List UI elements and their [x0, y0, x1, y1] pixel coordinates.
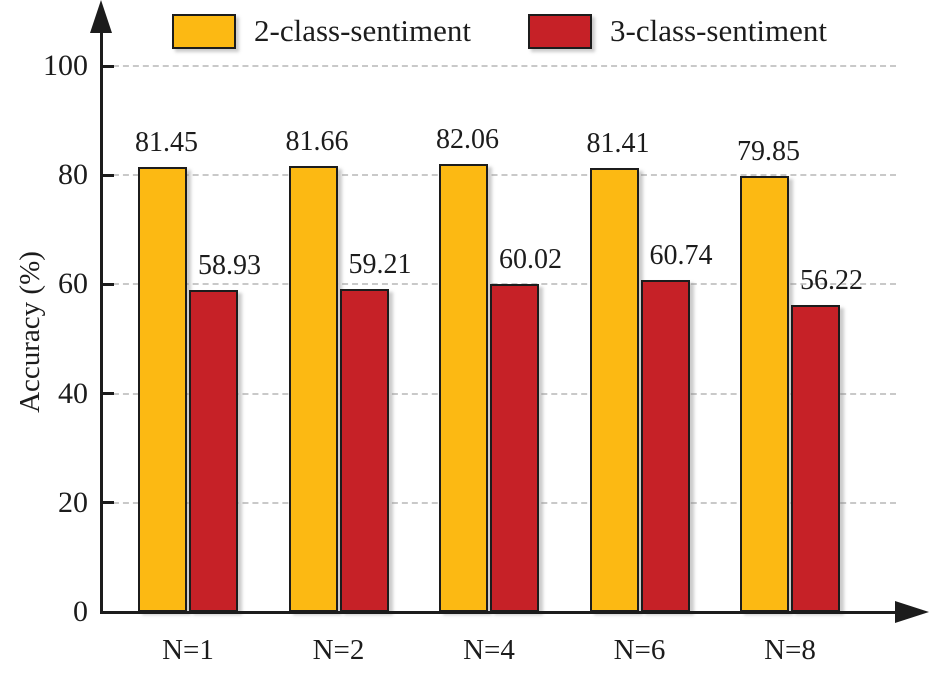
y-tick-100 — [101, 64, 114, 68]
y-tick-label-60: 60 — [58, 267, 88, 301]
value-label-2-class-sentiment-N=4: 82.06 — [436, 123, 499, 155]
value-label-2-class-sentiment-N=1: 81.45 — [135, 127, 198, 159]
value-label-3-class-sentiment-N=4: 60.02 — [499, 244, 562, 276]
x-axis-arrow-icon — [895, 601, 929, 623]
x-tick-label-N=4: N=4 — [463, 634, 515, 666]
legend-label-3-class-sentiment: 3-class-sentiment — [610, 13, 827, 48]
y-tick-label-80: 80 — [58, 158, 88, 192]
legend-label-2-class-sentiment: 2-class-sentiment — [254, 13, 471, 48]
bar-3-class-sentiment-N=8 — [791, 305, 840, 612]
bar-3-class-sentiment-N=6 — [640, 280, 690, 612]
value-label-2-class-sentiment-N=6: 81.41 — [586, 127, 650, 159]
y-tick-label-0: 0 — [73, 595, 88, 628]
x-tick-label-N=6: N=6 — [613, 634, 666, 666]
x-tick-label-N=1: N=1 — [162, 634, 214, 666]
bar-2-class-sentiment-N=4 — [439, 163, 488, 612]
y-tick-80 — [101, 173, 114, 177]
y-tick-label-100: 100 — [43, 49, 88, 82]
x-tick-label-N=2: N=2 — [312, 634, 365, 666]
legend-swatch-2-class-sentiment — [172, 13, 236, 49]
value-label-2-class-sentiment-N=2: 81.66 — [285, 126, 349, 158]
y-axis-line — [99, 26, 103, 614]
bar-3-class-sentiment-N=4 — [490, 284, 539, 612]
y-tick-label-40: 40 — [58, 376, 88, 410]
bar-2-class-sentiment-N=8 — [740, 176, 789, 612]
y-tick-20 — [101, 501, 114, 505]
y-tick-60 — [101, 282, 114, 286]
gridline-80 — [103, 174, 896, 177]
bar-2-class-sentiment-N=2 — [288, 166, 338, 612]
x-axis-line — [99, 610, 900, 614]
legend-item-3-class-sentiment: 3-class-sentiment — [528, 11, 827, 51]
y-tick-label-20: 20 — [58, 485, 88, 519]
bar-3-class-sentiment-N=1 — [189, 290, 238, 612]
x-tick-label-N=8: N=8 — [764, 634, 816, 666]
y-tick-40 — [101, 392, 114, 396]
legend-swatch-3-class-sentiment — [528, 13, 592, 49]
y-axis-arrow-icon — [90, 0, 112, 33]
value-label-3-class-sentiment-N=6: 60.74 — [649, 240, 713, 272]
value-label-3-class-sentiment-N=1: 58.93 — [198, 250, 261, 282]
gridline-100 — [103, 65, 896, 67]
bar-3-class-sentiment-N=2 — [339, 288, 389, 612]
value-label-3-class-sentiment-N=2: 59.21 — [348, 248, 412, 280]
value-label-3-class-sentiment-N=8: 56.22 — [800, 265, 863, 297]
y-axis-title: Accuracy (%) — [14, 251, 46, 413]
bar-2-class-sentiment-N=1 — [138, 167, 187, 612]
legend-item-2-class-sentiment: 2-class-sentiment — [172, 11, 471, 51]
bar-2-class-sentiment-N=6 — [589, 167, 639, 612]
value-label-2-class-sentiment-N=8: 79.85 — [737, 136, 800, 168]
